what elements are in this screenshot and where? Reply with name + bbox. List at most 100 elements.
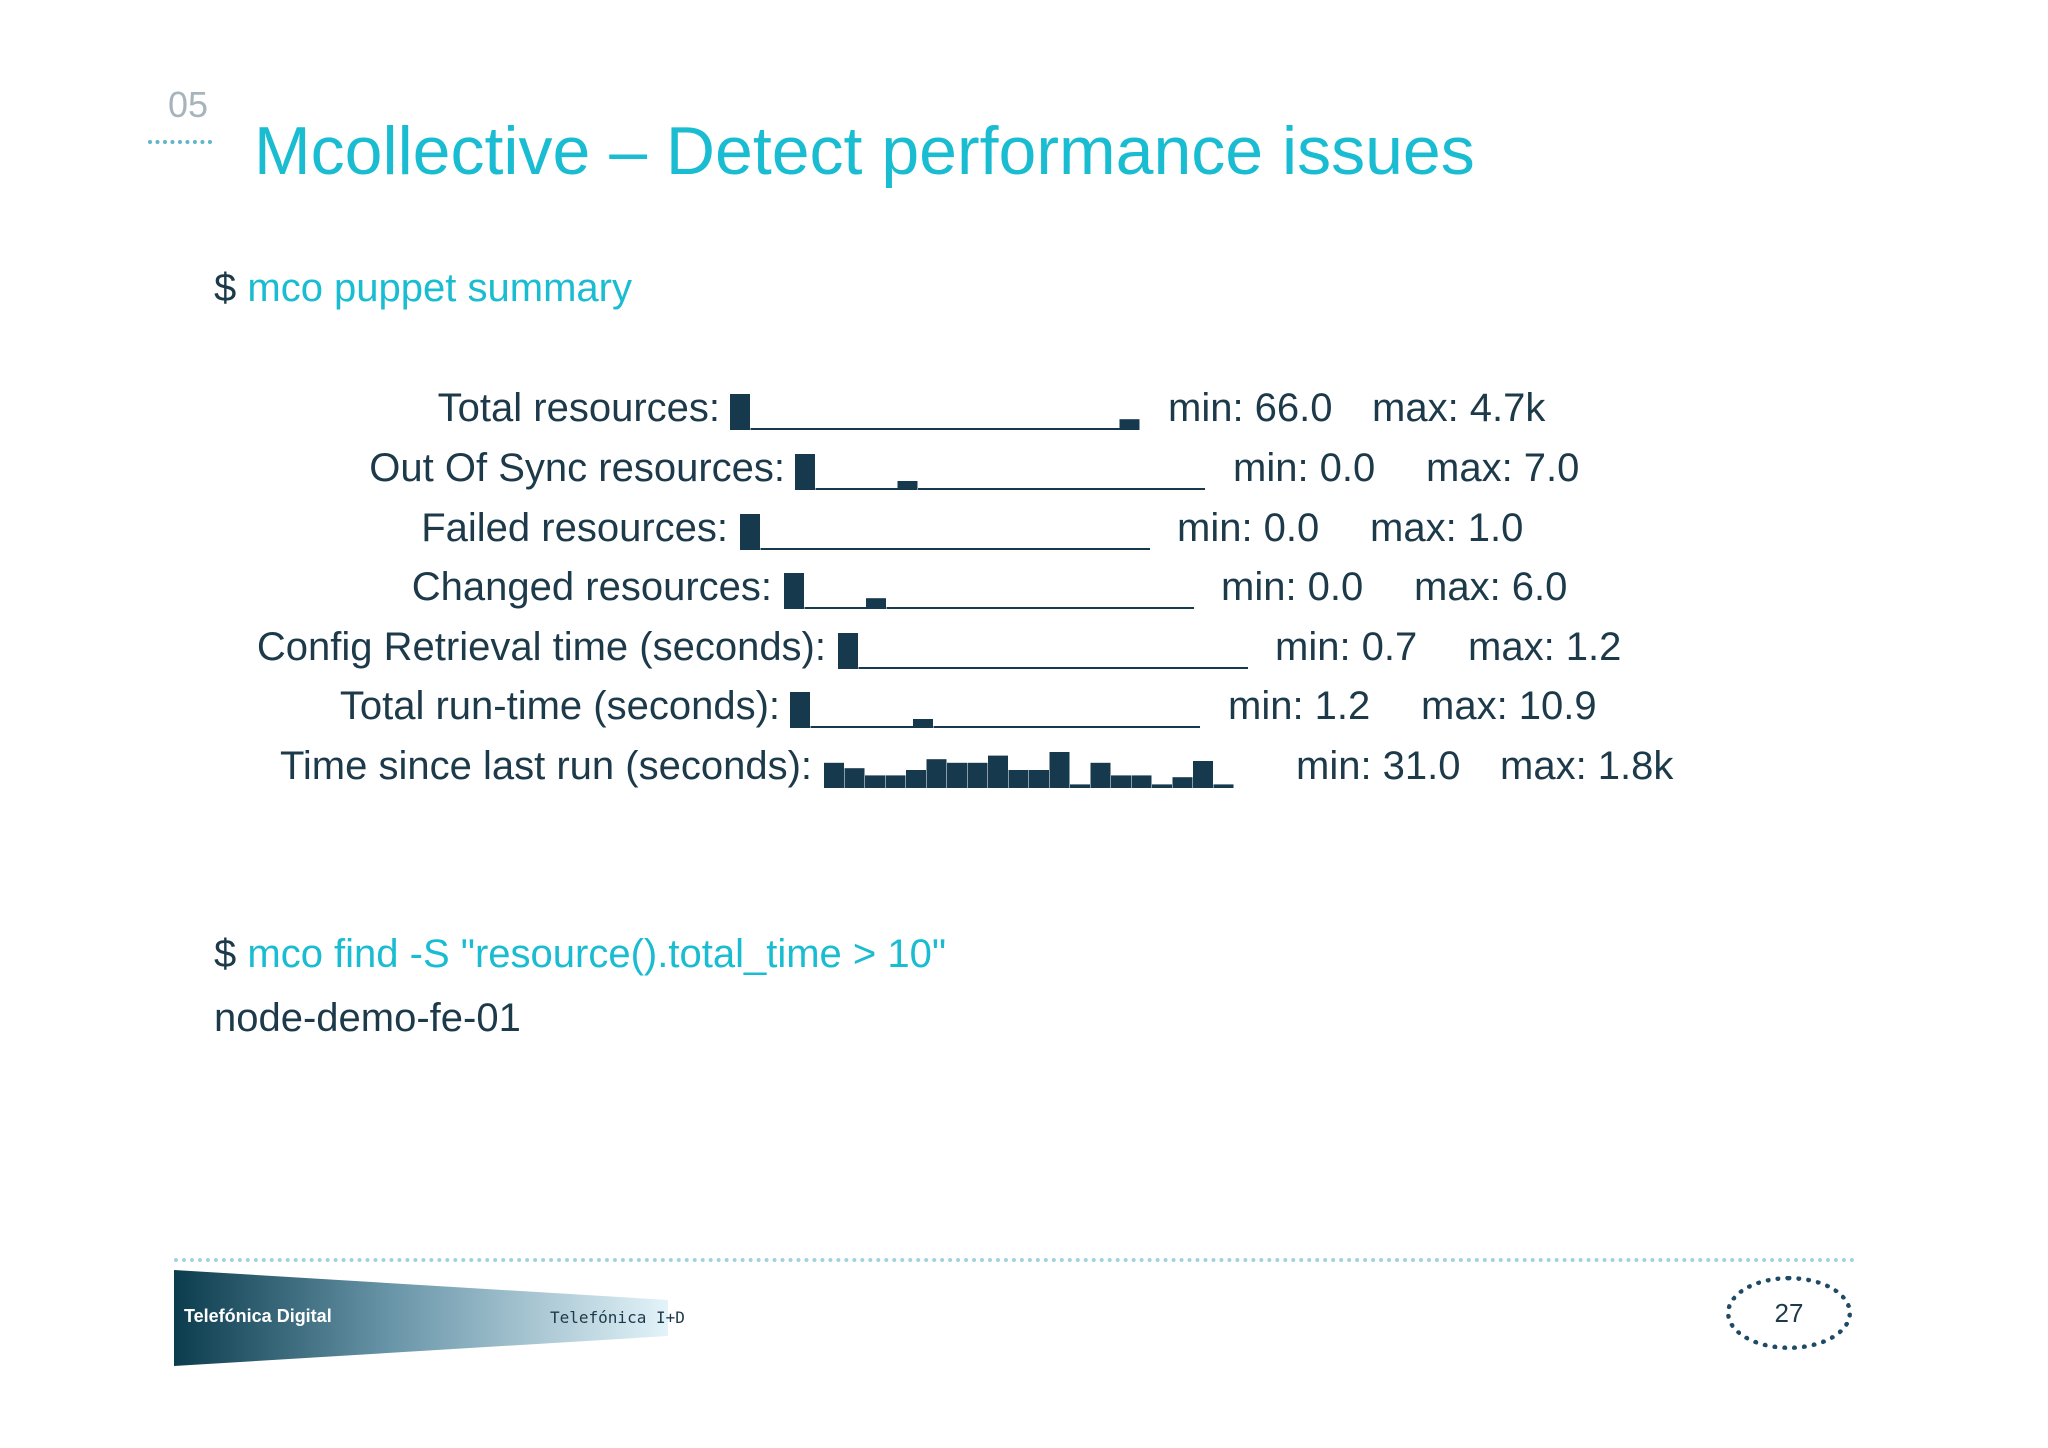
sparkline-bar (927, 607, 948, 609)
sparkline-bar (781, 548, 802, 550)
summary-min: min: 1.2 (1228, 684, 1371, 728)
sparkline-bar (1131, 775, 1152, 788)
sparkline-bar (899, 667, 920, 669)
sparkline-bar (1184, 488, 1205, 490)
sparkline-bar (873, 428, 894, 430)
sparkline-bar (1058, 428, 1079, 430)
summary-label: Config Retrieval time (seconds): (256, 625, 826, 669)
sparkline-bar (822, 548, 843, 550)
sparkline-bar (825, 607, 846, 609)
command-prompt: $ (214, 932, 237, 976)
command-text: mco puppet summary (247, 266, 632, 310)
sparkline-bar (1179, 726, 1200, 728)
sparkline-bar (979, 488, 1000, 490)
sparkline-bar (1063, 667, 1084, 669)
summary-row: Total run-time (seconds): min: 1.2 max: 10… (0, 684, 2048, 736)
sparkline-bar (1138, 726, 1159, 728)
sparkline-bar (967, 762, 988, 788)
sparkline-bar (1159, 726, 1180, 728)
sparkline-bar (1112, 607, 1133, 609)
sparkline-bar (974, 726, 995, 728)
sparkline-bar (1002, 667, 1023, 669)
sparkline-bar (1099, 428, 1120, 430)
sparkline-bar (907, 607, 928, 609)
summary-sparkline (838, 633, 1248, 669)
sparkline-bar (1070, 784, 1090, 788)
sparkline-bar (872, 726, 893, 728)
sparkline-bar (1043, 667, 1064, 669)
sparkline-bar (1036, 726, 1057, 728)
summary-min: min: 0.0 (1221, 565, 1364, 609)
sparkline-bar (1022, 667, 1043, 669)
summary-row: Failed resources: min: 0.0 max: 1.0 (0, 506, 2048, 558)
summary-min: min: 0.0 (1177, 506, 1320, 550)
sparkline-bar (1186, 667, 1207, 669)
sparkline-bar (804, 607, 825, 609)
sparkline-bar (1143, 488, 1164, 490)
summary-max: max: 4.7k (1372, 386, 1546, 430)
sparkline-bar (968, 607, 989, 609)
sparkline-bar (947, 762, 967, 788)
summary-label: Changed resources: (411, 565, 772, 609)
sparkline-bar (940, 667, 961, 669)
sparkline-bar (1030, 607, 1051, 609)
slide-title: Mcollective – Detect performance issues (254, 113, 1475, 189)
sparkline-bar (1077, 726, 1098, 728)
sparkline-bar (1084, 667, 1105, 669)
command-text: mco find -S "resource().total_time > 10" (247, 932, 947, 976)
sparkline-bar (948, 607, 969, 609)
footer-divider (174, 1258, 1856, 1266)
sparkline-bar (790, 692, 810, 728)
sparkline-bar (1109, 548, 1130, 550)
summary-min: min: 66.0 (1168, 386, 1333, 430)
sparkline-bar (842, 548, 863, 550)
summary-row: Out Of Sync resources: min: 0.0 max: 7.0 (0, 446, 2048, 498)
sparkline-bar (1037, 428, 1058, 430)
sparkline-bar (892, 726, 913, 728)
section-number: 05 (168, 84, 209, 125)
sparkline-bar (1056, 726, 1077, 728)
sparkline-bar (771, 428, 792, 430)
sparkline-bar (760, 548, 781, 550)
summary-max: max: 6.0 (1414, 565, 1568, 609)
summary-sparkline (740, 514, 1150, 550)
sparkline-bar (886, 607, 907, 609)
sparkline-bar (883, 548, 904, 550)
summary-label: Total resources: (437, 386, 720, 430)
brand-telefonica-id: Telefónica I+D (550, 1308, 685, 1327)
sparkline-bar (824, 762, 844, 788)
sparkline-bar (1078, 428, 1099, 430)
sparkline-bar (877, 488, 898, 490)
sparkline-bar (920, 667, 941, 669)
sparkline-bar (945, 548, 966, 550)
sparkline-bar (1207, 667, 1228, 669)
sparkline-bar (996, 428, 1017, 430)
sparkline-bar (913, 719, 933, 728)
summary-max: max: 1.2 (1468, 625, 1622, 669)
sparkline-bar (1193, 761, 1213, 788)
sparkline-bar (1119, 419, 1140, 430)
sparkline-bar (1049, 752, 1070, 788)
summary-max: max: 7.0 (1426, 446, 1580, 490)
sparkline-bar (879, 667, 900, 669)
summary-max: max: 1.8k (1500, 744, 1674, 788)
sparkline-bar (965, 548, 986, 550)
sparkline-bar (959, 488, 980, 490)
sparkline-bar (1123, 488, 1144, 490)
sparkline-bar (1090, 762, 1111, 788)
sparkline-bar (1164, 488, 1185, 490)
sparkline-bar (812, 428, 833, 430)
summary-min: min: 0.0 (1233, 446, 1376, 490)
sparkline-bar (938, 488, 959, 490)
sparkline-bar (844, 768, 865, 788)
sparkline-bar (1015, 726, 1036, 728)
sparkline-bar (863, 548, 884, 550)
sparkline-bar (1000, 488, 1021, 490)
sparkline-bar (795, 454, 815, 490)
sparkline-bar (914, 428, 935, 430)
summary-label: Failed resources: (421, 506, 728, 550)
sparkline-bar (935, 428, 956, 430)
sparkline-bar (885, 775, 906, 788)
sparkline-bar (1227, 667, 1248, 669)
sparkline-bar (851, 726, 872, 728)
